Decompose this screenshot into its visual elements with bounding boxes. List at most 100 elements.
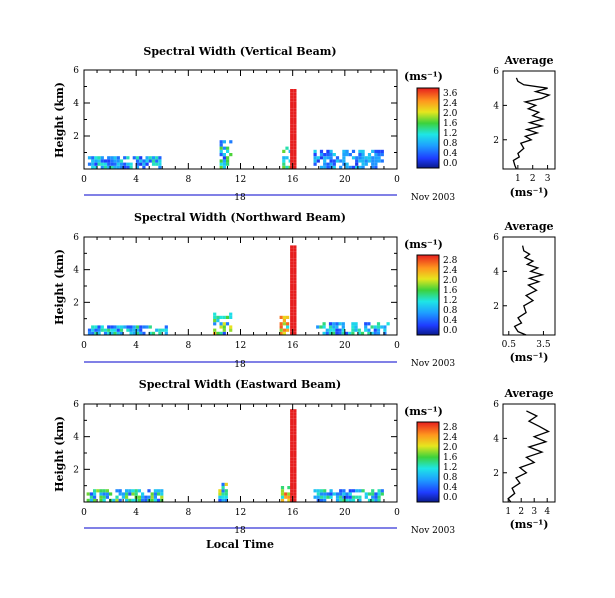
heatmap-cell bbox=[290, 124, 294, 128]
heatmap-cell bbox=[293, 283, 297, 287]
heatmap-cell bbox=[383, 328, 387, 332]
day-label: 18 bbox=[234, 193, 246, 203]
y-tick-label: 2 bbox=[73, 465, 79, 475]
heatmap-cell bbox=[147, 489, 151, 493]
heatmap-cell bbox=[341, 322, 345, 326]
heatmap-cell bbox=[118, 498, 122, 502]
heatmap-cell bbox=[342, 162, 346, 166]
heatmap-cell bbox=[86, 492, 90, 496]
colorbar: (ms⁻¹) 3.62.42.01.61.20.80.40.0 bbox=[404, 70, 458, 169]
average-x-tick-label: 3 bbox=[545, 174, 551, 184]
heatmap-cell bbox=[224, 492, 228, 496]
heatmap-cell bbox=[358, 156, 362, 160]
heatmap-cell bbox=[110, 162, 114, 166]
average-title: Average bbox=[503, 220, 553, 233]
average-line bbox=[512, 77, 552, 170]
heatmap-area bbox=[86, 409, 384, 502]
heatmap-cell bbox=[348, 153, 352, 157]
heatmap-cell bbox=[128, 489, 132, 493]
heatmap-cell bbox=[290, 261, 294, 265]
colorbar-gradient bbox=[416, 254, 440, 336]
average-y-tick-label: 4 bbox=[493, 434, 499, 444]
heatmap-cell bbox=[293, 98, 297, 102]
heatmap-cell bbox=[293, 258, 297, 262]
date-label: Nov 2003 bbox=[411, 193, 455, 203]
heatmap-cell bbox=[290, 287, 294, 291]
heatmap-cell bbox=[290, 133, 294, 137]
heatmap-cell bbox=[148, 331, 152, 335]
heatmap-cell bbox=[319, 492, 324, 496]
heatmap-cell bbox=[222, 325, 226, 329]
heatmap-cell bbox=[344, 331, 349, 335]
heatmap-cell bbox=[219, 143, 223, 147]
heatmap-cell bbox=[290, 149, 294, 153]
heatmap-cell bbox=[355, 156, 359, 160]
heatmap-cell bbox=[293, 466, 297, 470]
heatmap-cell bbox=[386, 322, 390, 326]
colorbar-tick-label: 2.4 bbox=[443, 433, 458, 443]
heatmap-cell bbox=[335, 331, 339, 335]
average-x-tick-label: 2 bbox=[518, 507, 524, 517]
heatmap-cell bbox=[222, 162, 226, 166]
heatmap-cell bbox=[322, 322, 326, 326]
heatmap-cell bbox=[100, 165, 104, 169]
colorbar-ticks: 3.62.42.01.61.20.80.40.0 bbox=[443, 89, 458, 169]
heatmap-cell bbox=[290, 489, 294, 493]
heatmap-cell bbox=[357, 328, 361, 332]
heatmap-cell bbox=[361, 165, 365, 169]
heatmap-cell bbox=[371, 492, 375, 496]
heatmap-cell bbox=[293, 492, 297, 496]
heatmap-cell bbox=[139, 328, 143, 332]
heatmap-cell bbox=[290, 425, 294, 429]
heatmap-cell bbox=[119, 159, 124, 163]
heatmap-cell bbox=[316, 325, 320, 329]
colorbar-tick-label: 2.0 bbox=[443, 443, 458, 453]
heatmap-cell bbox=[348, 331, 352, 335]
heatmap-cell bbox=[107, 331, 111, 335]
heatmap-cell bbox=[94, 165, 98, 169]
heatmap-cell bbox=[290, 331, 294, 335]
heatmap-cell bbox=[374, 498, 378, 502]
x-axis: 0 4 8 12 16 20 0 bbox=[81, 70, 400, 185]
heatmap-cell bbox=[370, 325, 374, 329]
heatmap-cell bbox=[355, 165, 359, 169]
heatmap-cell bbox=[335, 492, 340, 496]
heatmap-cell bbox=[351, 156, 356, 160]
heatmap-cell bbox=[374, 495, 378, 499]
heatmap-cell bbox=[137, 498, 141, 502]
heatmap-cell bbox=[218, 498, 222, 502]
day-axis: 18 Nov 2003 bbox=[84, 526, 455, 536]
y-axis-label: Height (km) bbox=[53, 82, 66, 158]
x-tick-label: 0 bbox=[81, 175, 87, 185]
heatmap-cell bbox=[110, 328, 114, 332]
heatmap-cell bbox=[329, 156, 333, 160]
x-tick-label: 16 bbox=[287, 341, 299, 351]
heatmap-cell bbox=[290, 303, 294, 307]
heatmap-cell bbox=[287, 486, 291, 490]
heatmap-cell bbox=[110, 159, 114, 163]
colorbar: (ms⁻¹) 2.82.42.01.61.20.80.40.0 bbox=[404, 238, 458, 336]
x-tick-label: 12 bbox=[235, 175, 246, 185]
heatmap-cell bbox=[293, 479, 297, 483]
heatmap-cell bbox=[96, 489, 100, 493]
heatmap-cell bbox=[293, 447, 297, 451]
heatmap-cell bbox=[367, 153, 372, 157]
heatmap-cell bbox=[290, 137, 294, 141]
colorbar-tick-label: 2.4 bbox=[443, 99, 458, 109]
heatmap-cell bbox=[290, 274, 294, 278]
heatmap-cell bbox=[290, 319, 294, 323]
heatmap-cell bbox=[115, 495, 119, 499]
heatmap-cell bbox=[383, 331, 387, 335]
heatmap-cell bbox=[338, 331, 342, 335]
heatmap-cell bbox=[348, 165, 352, 169]
heatmap-cell bbox=[219, 149, 223, 153]
panel-title: Spectral Width (Eastward Beam) bbox=[139, 378, 341, 391]
colorbar-tick-label: 1.6 bbox=[443, 453, 458, 463]
heatmap-cell bbox=[290, 258, 294, 262]
heatmap-cell bbox=[118, 492, 122, 496]
heatmap-cell bbox=[290, 162, 294, 166]
heatmap-cell bbox=[158, 159, 162, 163]
heatmap-cell bbox=[141, 498, 145, 502]
heatmap-cell bbox=[113, 159, 117, 163]
heatmap-cell bbox=[157, 489, 161, 493]
